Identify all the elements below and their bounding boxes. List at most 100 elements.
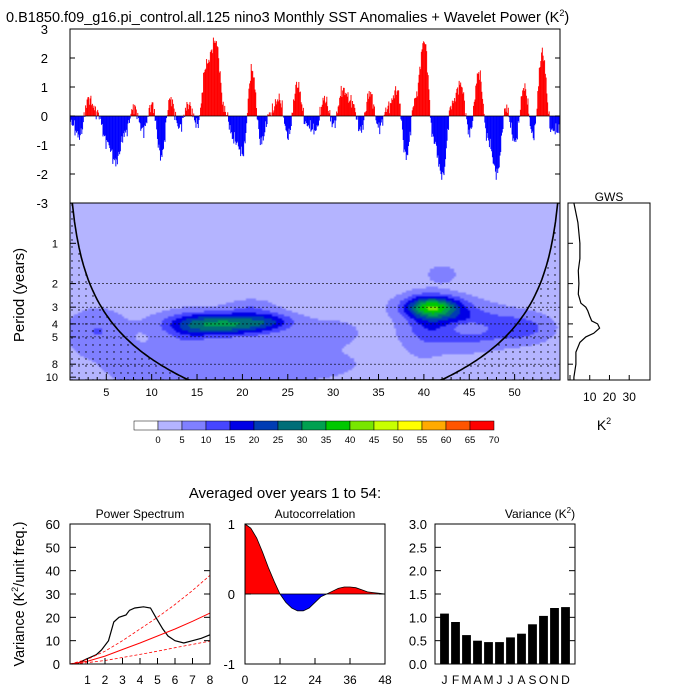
power-x-tick-label: 6 [172, 673, 179, 687]
sst-bar [510, 116, 512, 123]
sst-bar [218, 58, 220, 116]
sst-bar [491, 116, 493, 158]
sst-bar [370, 91, 372, 116]
sst-bar [434, 116, 436, 144]
sst-bar [311, 116, 313, 130]
sst-bar [161, 116, 163, 158]
sst-bar [421, 49, 423, 117]
sst-bar [352, 103, 354, 116]
sst-bar [308, 116, 310, 126]
acf-y-tick-label: -1 [223, 657, 235, 672]
sst-bar [180, 116, 182, 125]
monthly-variance-bar [506, 637, 515, 664]
sst-bar [497, 116, 499, 174]
wavelet-x-tick-label: 40 [418, 387, 430, 399]
sst-bar [185, 110, 187, 116]
sst-bar [447, 116, 449, 129]
sst-bar [131, 109, 133, 116]
sst-bar [462, 93, 464, 116]
sst-bar [305, 116, 307, 122]
sst-bar [146, 116, 148, 124]
sst-bar [200, 103, 202, 116]
sst-bar [101, 116, 102, 125]
sst-bar [455, 92, 457, 116]
sst-bar [307, 116, 309, 127]
sst-bar [395, 94, 397, 116]
sst-bar [414, 97, 416, 116]
sst-bar [192, 116, 194, 118]
sst-bar [334, 116, 336, 129]
sst-bar [313, 116, 315, 135]
sst-bar [256, 116, 258, 120]
sst-bar [454, 101, 456, 116]
power-lower-confidence-line [69, 640, 211, 665]
month-label: S [528, 673, 536, 687]
sst-bar [416, 91, 418, 116]
sst-bar [550, 116, 552, 132]
sst-bar [408, 116, 409, 147]
sst-bar [172, 103, 174, 116]
sst-bar [206, 63, 208, 116]
sst-bar [295, 84, 297, 116]
sst-bar [122, 116, 124, 143]
sst-bar [324, 103, 326, 116]
month-label: A [473, 673, 481, 687]
sst-bar [466, 116, 468, 125]
sst-bar [321, 106, 323, 116]
sst-bar [220, 82, 222, 116]
power-x-tick-label: 7 [189, 673, 196, 687]
power-x-tick-label: 3 [119, 673, 126, 687]
sst-bar [450, 105, 452, 116]
sst-bar [487, 116, 489, 138]
gws-x-ticks: 10 20 30 [568, 242, 636, 404]
sst-bar [373, 104, 375, 116]
autocorrelation-title: Autocorrelation [275, 507, 356, 521]
sst-bar [473, 101, 475, 116]
sst-bar [494, 116, 496, 166]
sst-bar [109, 116, 111, 149]
sst-bar [128, 116, 130, 123]
sst-bar [358, 116, 360, 130]
sst-bar [520, 96, 522, 116]
sst-bar [212, 53, 214, 116]
wavelet-x-tick-label: 50 [509, 387, 521, 399]
sst-bar [398, 103, 400, 116]
sst-bar [287, 116, 289, 140]
monthly-variance-bar [528, 624, 537, 664]
sst-bar [234, 116, 236, 133]
sst-bar [167, 110, 169, 116]
sst-bar [265, 116, 267, 127]
sst-bar [173, 108, 175, 116]
sst-bar [330, 116, 332, 122]
sst-bar [376, 116, 378, 124]
colorbar-label: 65 [465, 435, 476, 446]
sst-bar [382, 116, 384, 126]
sst-bar [364, 112, 366, 116]
sst-bar [215, 42, 217, 116]
sst-bar [329, 110, 331, 116]
sst-bar [388, 101, 390, 116]
sst-bar [367, 93, 369, 116]
sst-bar [485, 116, 487, 141]
sst-y-tick-label: -1 [36, 138, 48, 153]
power-x-tick-label: 2 [102, 673, 109, 687]
sst-bar [94, 106, 96, 116]
sst-bar [325, 101, 327, 116]
sst-bar [296, 81, 298, 116]
sst-bar [477, 73, 479, 116]
sst-bar [279, 100, 281, 116]
sst-bar [369, 96, 371, 116]
sst-bar [504, 108, 506, 116]
sst-bar [389, 103, 391, 116]
sst-bar [445, 116, 447, 160]
sst-bar [124, 116, 126, 131]
sst-bar [100, 116, 102, 119]
sst-bar [405, 116, 407, 160]
sst-bar [446, 116, 448, 141]
wavelet-x-tick-label: 45 [463, 387, 475, 399]
sst-bar [84, 116, 86, 117]
sst-bar [252, 71, 254, 116]
sst-bar [88, 104, 90, 116]
sst-bar [383, 114, 385, 116]
sst-bar [539, 67, 541, 116]
